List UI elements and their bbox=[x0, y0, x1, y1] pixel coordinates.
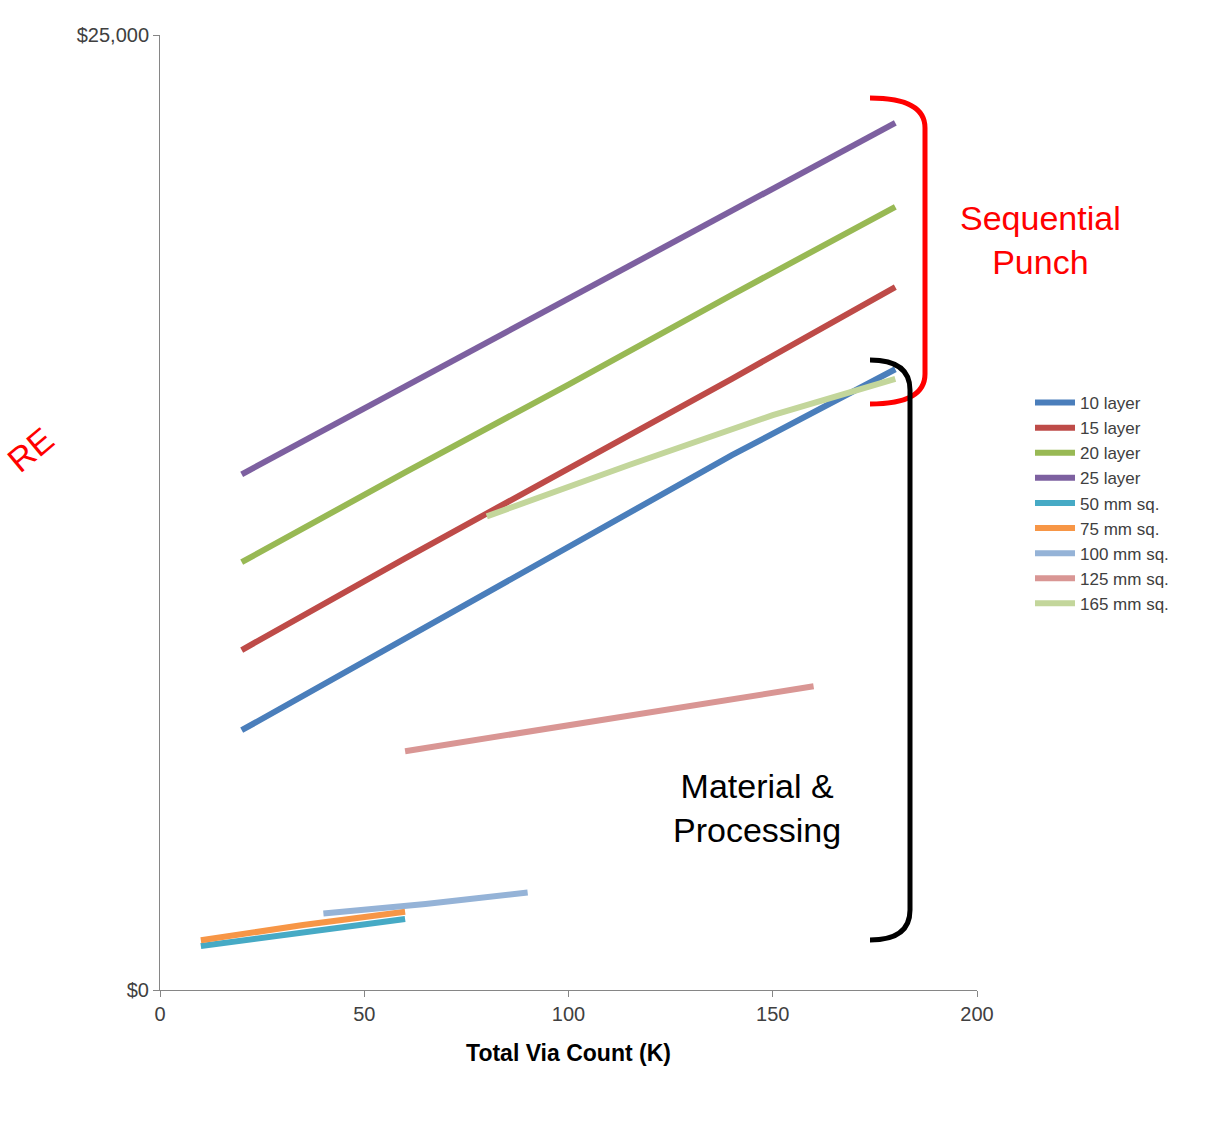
svg-text:75 mm sq.: 75 mm sq. bbox=[1080, 520, 1159, 539]
svg-text:125 mm sq.: 125 mm sq. bbox=[1080, 570, 1169, 589]
svg-text:0: 0 bbox=[154, 1003, 165, 1025]
svg-text:50: 50 bbox=[353, 1003, 375, 1025]
svg-text:165 mm sq.: 165 mm sq. bbox=[1080, 595, 1169, 614]
svg-text:20 layer: 20 layer bbox=[1080, 444, 1141, 463]
svg-text:RE: RE bbox=[0, 420, 61, 479]
svg-text:25 layer: 25 layer bbox=[1080, 469, 1141, 488]
svg-text:$0: $0 bbox=[127, 979, 149, 1001]
svg-text:SequentialPunch: SequentialPunch bbox=[960, 199, 1121, 281]
svg-text:100: 100 bbox=[552, 1003, 585, 1025]
svg-text:150: 150 bbox=[756, 1003, 789, 1025]
svg-text:50 mm sq.: 50 mm sq. bbox=[1080, 495, 1159, 514]
svg-text:10 layer: 10 layer bbox=[1080, 394, 1141, 413]
svg-text:Total Via Count (K): Total Via Count (K) bbox=[466, 1040, 671, 1066]
svg-text:15 layer: 15 layer bbox=[1080, 419, 1141, 438]
svg-text:$25,000: $25,000 bbox=[77, 24, 149, 46]
svg-text:100 mm sq.: 100 mm sq. bbox=[1080, 545, 1169, 564]
svg-text:200: 200 bbox=[960, 1003, 993, 1025]
svg-text:Material &Processing: Material &Processing bbox=[673, 767, 841, 849]
